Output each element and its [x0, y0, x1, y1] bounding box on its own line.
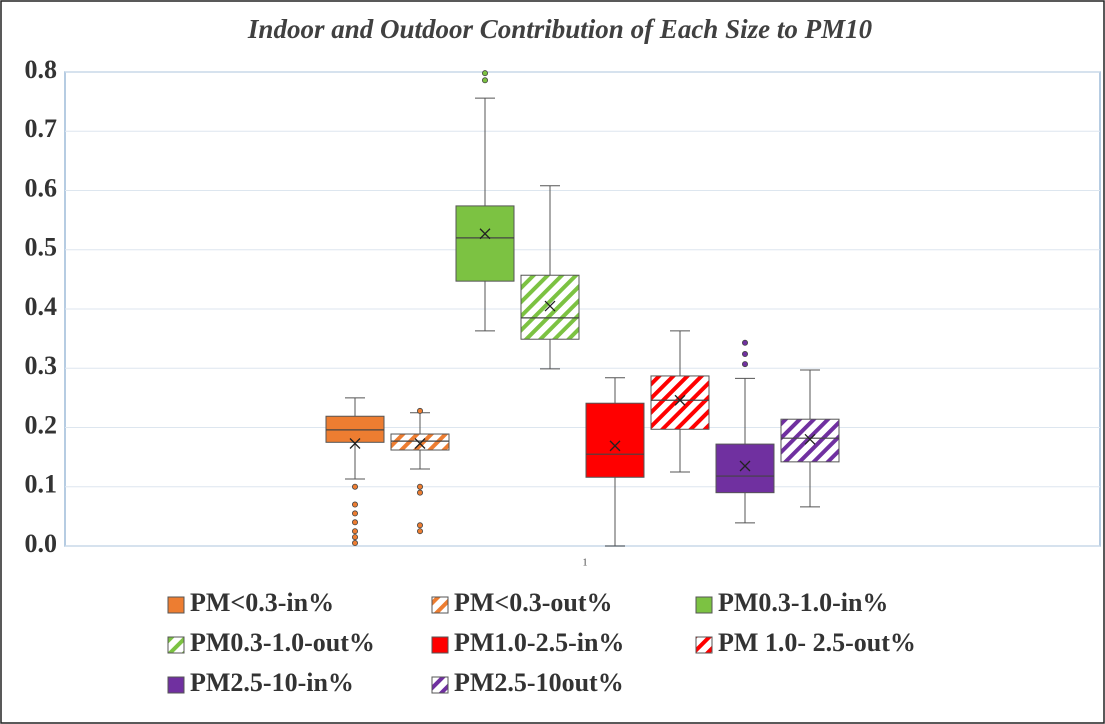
legend-label: PM2.5-10out% [454, 668, 624, 697]
y-tick-label: 0.3 [25, 351, 58, 380]
mean-marker [674, 394, 686, 406]
x-tick-label: 1 [583, 557, 588, 568]
legend-label: PM<0.3-in% [190, 588, 334, 617]
outlier [742, 351, 749, 358]
legend-label: PM 1.0- 2.5-out% [718, 628, 916, 657]
outlier [416, 522, 423, 529]
mean-marker [609, 440, 621, 452]
outlier [416, 489, 423, 496]
outlier [742, 339, 749, 346]
box [390, 433, 450, 451]
legend-swatch [167, 596, 185, 614]
y-tick-label: 0.6 [25, 173, 58, 202]
box [780, 418, 840, 463]
outlier [351, 528, 358, 535]
outlier [351, 540, 358, 547]
mean-marker [414, 438, 426, 449]
mean-marker [349, 438, 361, 449]
outlier [351, 483, 358, 490]
chart-title: Indoor and Outdoor Contribution of Each … [247, 14, 873, 44]
y-tick-label: 0.0 [25, 529, 58, 558]
outlier [481, 70, 488, 77]
legend-swatch [167, 636, 185, 654]
legend-swatch [695, 596, 713, 614]
box [520, 274, 580, 340]
legend-swatch [695, 636, 713, 654]
y-tick-label: 0.5 [25, 233, 58, 262]
box [455, 205, 515, 282]
legend-swatch [431, 636, 449, 654]
legend-label: PM<0.3-out% [454, 588, 613, 617]
mean-marker [544, 300, 556, 312]
legend-label: PM0.3-1.0-in% [718, 588, 888, 617]
legend-label: PM0.3-1.0-out% [190, 628, 375, 657]
legend-label: PM2.5-10-in% [190, 668, 354, 697]
outlier [351, 501, 358, 508]
box [650, 375, 710, 430]
outlier [742, 361, 749, 368]
outlier [416, 407, 423, 414]
y-tick-label: 0.7 [25, 114, 58, 143]
outlier [481, 77, 488, 84]
legend-swatch [167, 676, 185, 694]
outlier [351, 510, 358, 517]
y-tick-label: 0.8 [25, 55, 58, 84]
legend-swatch [431, 676, 449, 694]
y-tick-label: 0.4 [25, 292, 58, 321]
outlier [416, 528, 423, 535]
mean-marker [739, 460, 751, 472]
y-tick-label: 0.1 [25, 470, 58, 499]
outlier [351, 519, 358, 526]
legend-swatch [431, 596, 449, 614]
box [715, 443, 775, 494]
mean-marker [479, 228, 491, 240]
box [585, 402, 645, 478]
outlier [416, 483, 423, 490]
mean-marker [804, 433, 816, 445]
y-tick-label: 0.2 [25, 410, 58, 439]
outlier [351, 534, 358, 541]
legend-label: PM1.0-2.5-in% [454, 628, 624, 657]
